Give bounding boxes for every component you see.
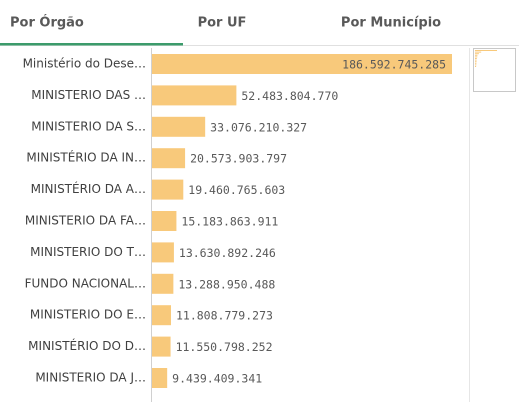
bar	[152, 179, 184, 200]
category-label: Ministério do Dese…	[23, 57, 146, 71]
tab[interactable]: Por UF	[198, 16, 247, 31]
value-label: 11.550.798.252	[176, 340, 273, 354]
minimap-bar	[475, 59, 477, 61]
minimap-bar	[475, 51, 482, 53]
tab-underline	[0, 43, 183, 46]
minimap-bar	[475, 66, 477, 67]
value-label: 13.630.892.246	[179, 246, 276, 260]
value-label: 9.439.409.341	[172, 372, 262, 386]
minimap-bar	[475, 64, 477, 66]
bar	[152, 273, 174, 294]
value-label: 13.288.950.488	[178, 277, 275, 291]
bar	[152, 54, 452, 74]
value-label: 19.460.765.603	[188, 183, 285, 197]
category-label: MINISTERIO DA S…	[31, 119, 146, 133]
value-label: 20.573.903.797	[190, 152, 287, 166]
minimap[interactable]	[473, 48, 516, 92]
tab[interactable]: Por Município	[341, 16, 441, 31]
minimap-bar	[475, 58, 477, 59]
value-label: 11.808.779.273	[176, 309, 273, 323]
category-label: MINISTERIO DO E…	[30, 308, 146, 322]
bar	[152, 305, 171, 326]
category-label: MINISTERIO DO T…	[30, 245, 146, 259]
category-label: MINISTÉRIO DA IN…	[26, 150, 146, 165]
bar	[152, 211, 177, 231]
category-label: MINISTERIO DAS …	[31, 88, 146, 102]
bar	[152, 368, 168, 388]
value-label: 33.076.210.327	[210, 120, 307, 134]
category-label: MINISTERIO DA J…	[35, 371, 146, 385]
bar	[152, 242, 174, 263]
bar	[152, 148, 186, 169]
minimap-bar	[475, 53, 479, 55]
category-label: MINISTÉRIO DA A…	[31, 181, 146, 196]
bar	[152, 85, 237, 106]
category-label: FUNDO NACIONAL…	[25, 276, 146, 290]
bar	[152, 336, 171, 357]
tab[interactable]: Por Órgão	[10, 15, 84, 31]
minimap-bars	[475, 50, 497, 67]
minimap-bar	[475, 61, 477, 63]
minimap-bar	[475, 50, 497, 51]
minimap-bar	[475, 54, 478, 56]
bar	[152, 116, 206, 137]
category-label: MINISTERIO DA FA…	[25, 214, 146, 228]
value-label: 52.483.804.770	[241, 89, 338, 103]
value-label: 15.183.863.911	[181, 215, 278, 229]
category-label: MINISTÉRIO DO D…	[28, 338, 146, 353]
minimap-bar	[475, 56, 478, 58]
value-label: 186.592.745.285	[342, 58, 446, 72]
minimap-bar	[475, 62, 477, 64]
